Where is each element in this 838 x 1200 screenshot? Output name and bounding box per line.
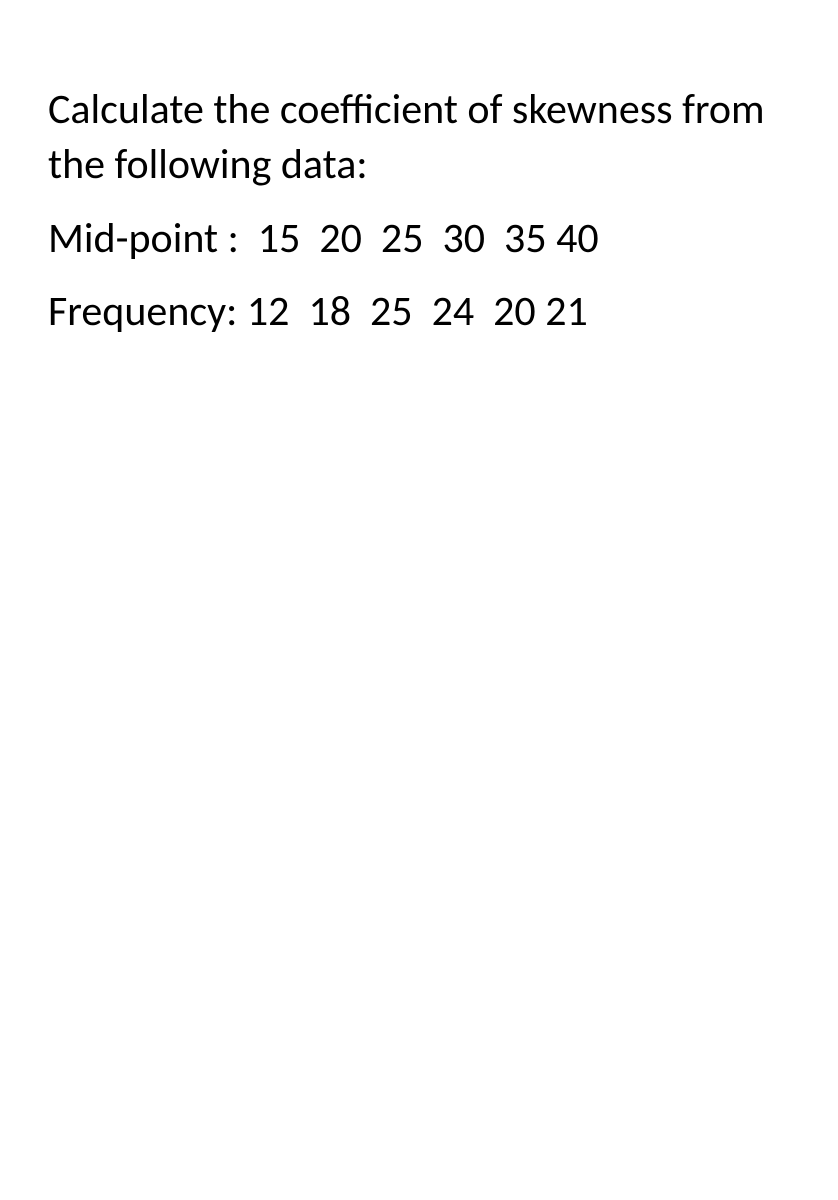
midpoint-data: Mid-point : 15 20 25 30 35 40	[48, 211, 790, 266]
frequency-data: Frequency: 12 18 25 24 20 21	[48, 284, 790, 339]
problem-intro: Calculate the coefficient of skewness fr…	[48, 82, 790, 193]
